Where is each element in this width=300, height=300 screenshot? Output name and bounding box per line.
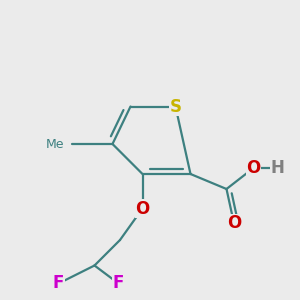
Text: O: O	[246, 159, 261, 177]
Text: O: O	[135, 200, 150, 217]
Text: F: F	[113, 274, 124, 292]
Text: Me: Me	[46, 137, 64, 151]
Text: O: O	[227, 214, 241, 232]
Text: S: S	[169, 98, 181, 116]
Text: F: F	[53, 274, 64, 292]
Text: H: H	[271, 159, 284, 177]
